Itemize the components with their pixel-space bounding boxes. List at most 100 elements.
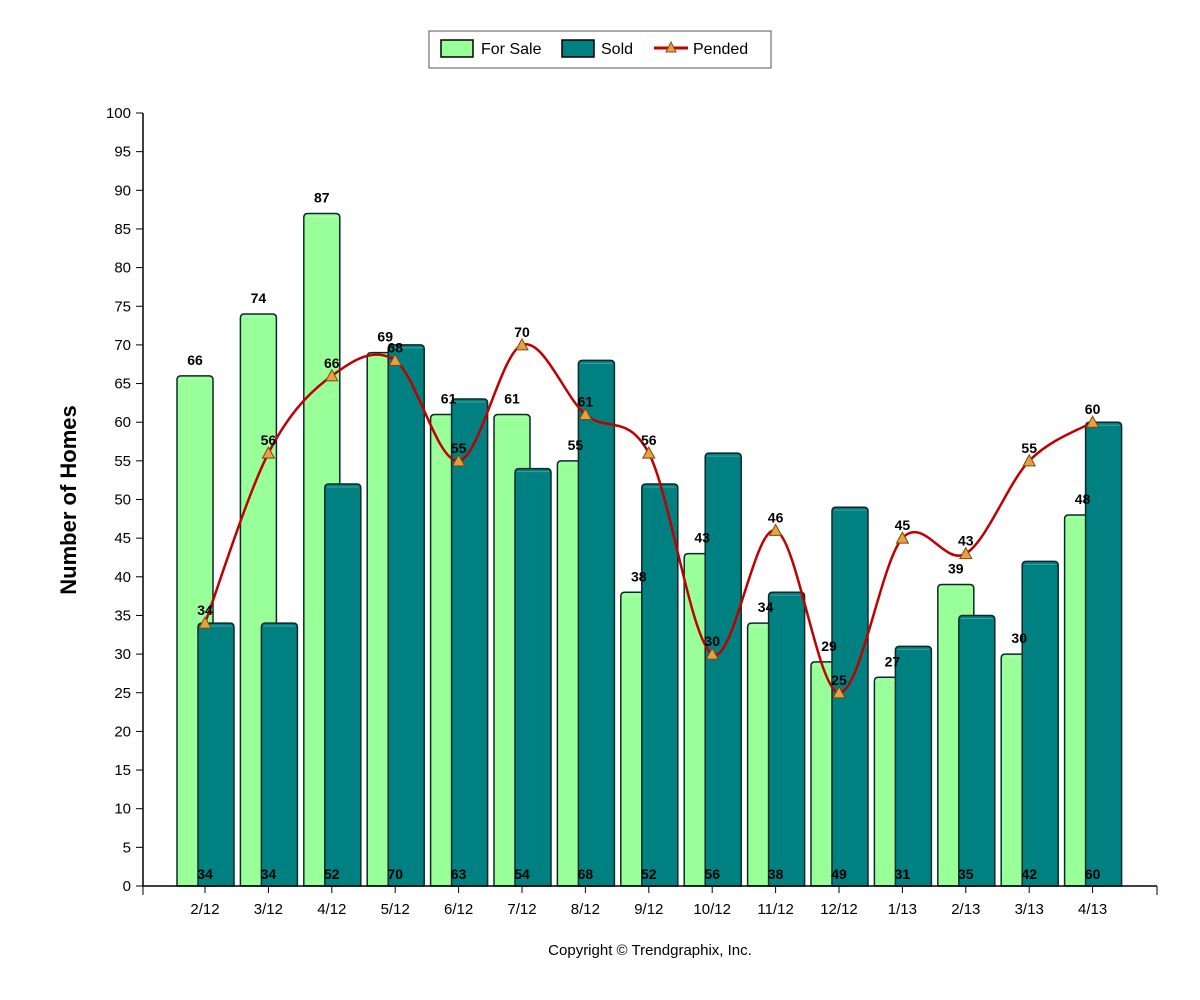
copyright-text: Copyright © Trendgraphix, Inc. xyxy=(548,942,752,959)
data-label-sold: 63 xyxy=(451,866,467,882)
pended-marker xyxy=(198,616,212,629)
data-label-for-sale: 30 xyxy=(1011,630,1027,646)
pended-marker xyxy=(388,353,403,366)
data-label-for-sale: 27 xyxy=(885,653,901,669)
pended-marker xyxy=(1022,453,1037,467)
bar-sold xyxy=(894,645,933,887)
data-label-for-sale: 74 xyxy=(251,290,267,306)
data-label-pended: 66 xyxy=(324,355,340,371)
y-tick-label: 85 xyxy=(114,221,131,238)
bar-sold xyxy=(958,614,996,887)
data-label-sold: 52 xyxy=(641,866,657,882)
y-tick-label: 75 xyxy=(114,298,131,315)
y-tick-label: 0 xyxy=(123,878,131,895)
bar-sold xyxy=(260,622,299,887)
data-label-for-sale: 34 xyxy=(758,599,774,615)
bar-sold xyxy=(831,506,869,887)
x-tick-label: 9/12 xyxy=(634,901,663,918)
pended-line xyxy=(203,343,1094,695)
bar-sold xyxy=(1021,560,1059,887)
y-tick-label: 100 xyxy=(106,105,131,122)
y-tick-label: 20 xyxy=(114,723,131,740)
pended-marker xyxy=(261,446,276,459)
data-label-pended: 55 xyxy=(1021,440,1037,456)
pended-marker xyxy=(641,446,656,459)
x-tick-label: 4/13 xyxy=(1078,901,1107,918)
legend-box xyxy=(428,30,772,69)
bar-sold xyxy=(197,622,235,887)
pended-marker xyxy=(958,546,973,560)
data-label-for-sale: 38 xyxy=(631,568,647,584)
data-label-for-sale: 39 xyxy=(948,561,964,577)
data-label-sold: 68 xyxy=(578,866,594,882)
data-label-pended: 55 xyxy=(451,440,467,456)
data-label-pended: 61 xyxy=(578,393,594,409)
data-label-pended: 56 xyxy=(641,432,657,448)
data-label-sold: 34 xyxy=(261,866,277,882)
data-label-pended: 68 xyxy=(387,339,403,355)
pended-marker xyxy=(895,531,910,544)
y-tick-label: 70 xyxy=(114,337,131,354)
legend-swatch-sold xyxy=(561,39,595,58)
data-label-pended: 45 xyxy=(895,517,911,533)
bar-sold xyxy=(324,483,362,887)
data-label-for-sale: 69 xyxy=(377,329,393,345)
legend-marker-pended xyxy=(665,40,677,53)
y-tick-label: 15 xyxy=(114,762,131,779)
legend-label-for-sale: For Sale xyxy=(481,41,542,58)
y-tick-label: 40 xyxy=(114,569,131,586)
data-label-sold: 70 xyxy=(387,866,403,882)
y-tick-label: 10 xyxy=(114,801,131,818)
data-label-for-sale: 55 xyxy=(568,437,584,453)
data-label-for-sale: 87 xyxy=(314,189,330,205)
x-tick-label: 2/12 xyxy=(190,901,219,918)
y-tick-label: 55 xyxy=(114,453,131,470)
data-label-sold: 54 xyxy=(514,866,530,882)
y-tick-label: 60 xyxy=(114,414,131,431)
x-tick-label: 3/13 xyxy=(1015,901,1044,918)
bar-sold xyxy=(1084,421,1123,887)
x-tick-label: 10/12 xyxy=(693,901,731,918)
data-label-pended: 56 xyxy=(261,432,277,448)
data-label-sold: 60 xyxy=(1085,866,1101,882)
x-tick-label: 4/12 xyxy=(317,901,346,918)
bar-sold xyxy=(704,452,742,887)
data-label-pended: 43 xyxy=(958,533,974,549)
data-label-sold: 38 xyxy=(768,866,784,882)
bar-sold xyxy=(641,483,679,887)
data-label-sold: 42 xyxy=(1021,866,1037,882)
legend-swatch-for-sale xyxy=(440,39,474,58)
data-label-sold: 34 xyxy=(197,866,213,882)
legend-label-pended: Pended xyxy=(693,41,748,58)
data-label-sold: 31 xyxy=(895,866,911,882)
data-labels: 66 34 34 74 34 56 87 52 66 69 70 68 61 63 55 61 54 70 55 68… xyxy=(187,189,1100,882)
bar-sold xyxy=(767,591,806,887)
data-label-pended: 34 xyxy=(197,602,213,618)
x-axis: 2/12 3/12 4/12 5/12 6/12 7/12 8/12 9/12 10/12 11/… xyxy=(142,885,1158,918)
data-label-sold: 35 xyxy=(958,866,974,882)
y-tick-label: 65 xyxy=(114,376,131,393)
bars xyxy=(176,212,1123,887)
x-tick-label: 8/12 xyxy=(571,901,600,918)
pended-marker xyxy=(324,368,339,382)
x-tick-label: 3/12 xyxy=(254,901,283,918)
x-tick-label: 2/13 xyxy=(951,901,980,918)
data-label-for-sale: 61 xyxy=(441,390,457,406)
x-tick-label: 11/12 xyxy=(757,901,793,918)
data-label-pended: 30 xyxy=(704,633,720,649)
legend: For Sale Sold Pended xyxy=(428,30,772,69)
pended-marker xyxy=(768,523,783,536)
pended-marker xyxy=(451,453,466,467)
data-label-sold: 56 xyxy=(704,866,720,882)
data-label-for-sale: 66 xyxy=(187,352,203,368)
legend-label-sold: Sold xyxy=(601,41,633,58)
x-tick-label: 7/12 xyxy=(507,901,536,918)
bar-sold xyxy=(450,398,489,887)
pended-marker xyxy=(578,407,593,420)
y-tick-label: 5 xyxy=(123,839,131,856)
x-tick-label: 6/12 xyxy=(444,901,473,918)
x-tick-label: 5/12 xyxy=(381,901,410,918)
pended-line-series xyxy=(198,337,1100,699)
y-tick-label: 45 xyxy=(114,530,131,547)
